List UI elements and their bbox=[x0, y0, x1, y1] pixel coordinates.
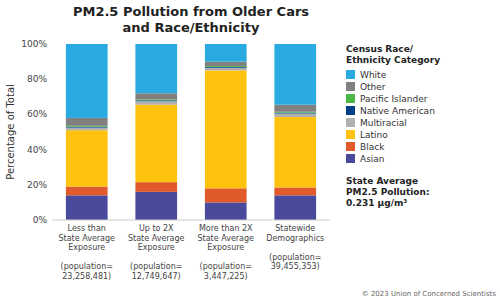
legend-label: Multiracial bbox=[360, 118, 407, 128]
x-tick-label: Less thanState AverageExposure (populati… bbox=[58, 224, 115, 281]
annotation: State AveragePM2.5 Pollution:0.231 μg/m³ bbox=[346, 176, 430, 208]
text-line: 12,749,647) bbox=[132, 272, 181, 281]
legend-label: White bbox=[360, 70, 387, 80]
legend-title: Census Race/Ethnicity Category bbox=[346, 44, 440, 65]
bar-segment bbox=[274, 105, 316, 112]
bar-segment bbox=[205, 44, 247, 62]
x-axis-line bbox=[52, 220, 330, 221]
text-line: PM2.5 Pollution from Older Cars bbox=[73, 4, 309, 19]
y-tick-label: 20% bbox=[27, 180, 47, 190]
x-tick-label: Up to 2XState AverageExposure (populatio… bbox=[128, 224, 185, 281]
legend-label: Other bbox=[360, 82, 386, 92]
bar-segment bbox=[135, 182, 177, 192]
legend-swatch bbox=[346, 106, 355, 115]
text-line: and Race/Ethnicity bbox=[123, 20, 260, 35]
bar-segment bbox=[205, 70, 247, 188]
text-line: Exposure bbox=[68, 243, 105, 252]
bar-segment bbox=[274, 117, 316, 187]
bar-segment bbox=[274, 187, 316, 195]
y-axis: 0% 20% 40% 60% 80% 100% bbox=[21, 39, 47, 225]
bar-segment bbox=[135, 101, 177, 105]
bar-segment bbox=[135, 105, 177, 182]
text-line: Exposure bbox=[207, 243, 244, 252]
bar-segment bbox=[135, 93, 177, 99]
bar-segment bbox=[274, 195, 316, 220]
bar-segment bbox=[205, 66, 247, 68]
legend-label: Native American bbox=[360, 106, 435, 116]
bar-segment bbox=[66, 126, 108, 128]
text-line: Statewide bbox=[275, 224, 315, 233]
text-line: 39,455,353) bbox=[271, 262, 320, 271]
y-tick-label: 60% bbox=[27, 109, 47, 119]
bar-segment bbox=[135, 100, 177, 102]
bar-segment bbox=[205, 188, 247, 202]
text-line: (population= bbox=[200, 262, 252, 271]
chart: PM2.5 Pollution from Older Carsand Race/… bbox=[0, 0, 500, 300]
y-tick-label: 0% bbox=[33, 215, 48, 225]
text-line bbox=[294, 243, 297, 252]
legend-swatch bbox=[346, 82, 355, 91]
text-line bbox=[155, 253, 158, 262]
bar-segment bbox=[66, 195, 108, 220]
text-line: State Average bbox=[128, 234, 185, 243]
bar-segment bbox=[66, 44, 108, 118]
legend-swatch bbox=[346, 130, 355, 139]
text-line: PM2.5 Pollution: bbox=[346, 187, 430, 197]
text-line: Ethnicity Category bbox=[346, 55, 440, 65]
legend: Census Race/Ethnicity Category White Other… bbox=[346, 44, 440, 164]
text-line: More than 2X bbox=[199, 224, 253, 233]
text-line: Less than bbox=[68, 224, 106, 233]
text-line: 3,447,225) bbox=[204, 272, 248, 281]
text-line bbox=[85, 253, 88, 262]
bar-segment bbox=[66, 118, 108, 126]
bar-segment bbox=[205, 62, 247, 66]
y-tick-label: 100% bbox=[21, 39, 47, 49]
x-tick-label: More than 2XState AverageExposure (popul… bbox=[197, 224, 254, 281]
legend-swatch bbox=[346, 142, 355, 151]
text-line bbox=[224, 253, 227, 262]
text-line: State Average bbox=[58, 234, 115, 243]
legend-swatch bbox=[346, 118, 355, 127]
legend-label: Latino bbox=[360, 130, 388, 140]
text-line: 23,258,481) bbox=[62, 272, 111, 281]
bar-segment bbox=[66, 187, 108, 196]
legend-swatch bbox=[346, 154, 355, 163]
bar-segment bbox=[66, 130, 108, 186]
legend-swatch bbox=[346, 70, 355, 79]
x-tick-label: StatewideDemographics (population=39,455… bbox=[266, 224, 324, 271]
bar-segment bbox=[135, 44, 177, 93]
text-line: (population= bbox=[61, 262, 113, 271]
y-tick-label: 40% bbox=[27, 145, 47, 155]
legend-label: Asian bbox=[360, 154, 385, 164]
legend-swatch bbox=[346, 94, 355, 103]
bar-segment bbox=[274, 114, 316, 118]
bar-segment bbox=[274, 44, 316, 105]
legend-label: Pacific Islander bbox=[360, 94, 428, 104]
y-tick-label: 80% bbox=[27, 74, 47, 84]
text-line: Demographics bbox=[266, 234, 324, 243]
bar-segment bbox=[205, 68, 247, 71]
footnote: © 2023 Union of Concerned Scientists bbox=[362, 290, 497, 298]
text-line: (population= bbox=[130, 262, 182, 271]
text-line: Exposure bbox=[138, 243, 175, 252]
text-line: (population= bbox=[269, 253, 321, 262]
y-axis-label: Percentage of Total bbox=[5, 84, 16, 180]
text-line: 0.231 μg/m³ bbox=[346, 198, 407, 208]
text-line: Up to 2X bbox=[139, 224, 174, 233]
bar-segment bbox=[135, 192, 177, 220]
text-line: State Average bbox=[197, 234, 254, 243]
bar-segment bbox=[205, 202, 247, 220]
bar-segment bbox=[66, 128, 108, 131]
text-line: Census Race/ bbox=[346, 44, 414, 54]
bars bbox=[66, 44, 316, 220]
legend-label: Black bbox=[360, 142, 385, 152]
bar-segment bbox=[274, 112, 316, 114]
title: PM2.5 Pollution from Older Carsand Race/… bbox=[73, 4, 309, 35]
text-line: State Average bbox=[346, 176, 418, 186]
